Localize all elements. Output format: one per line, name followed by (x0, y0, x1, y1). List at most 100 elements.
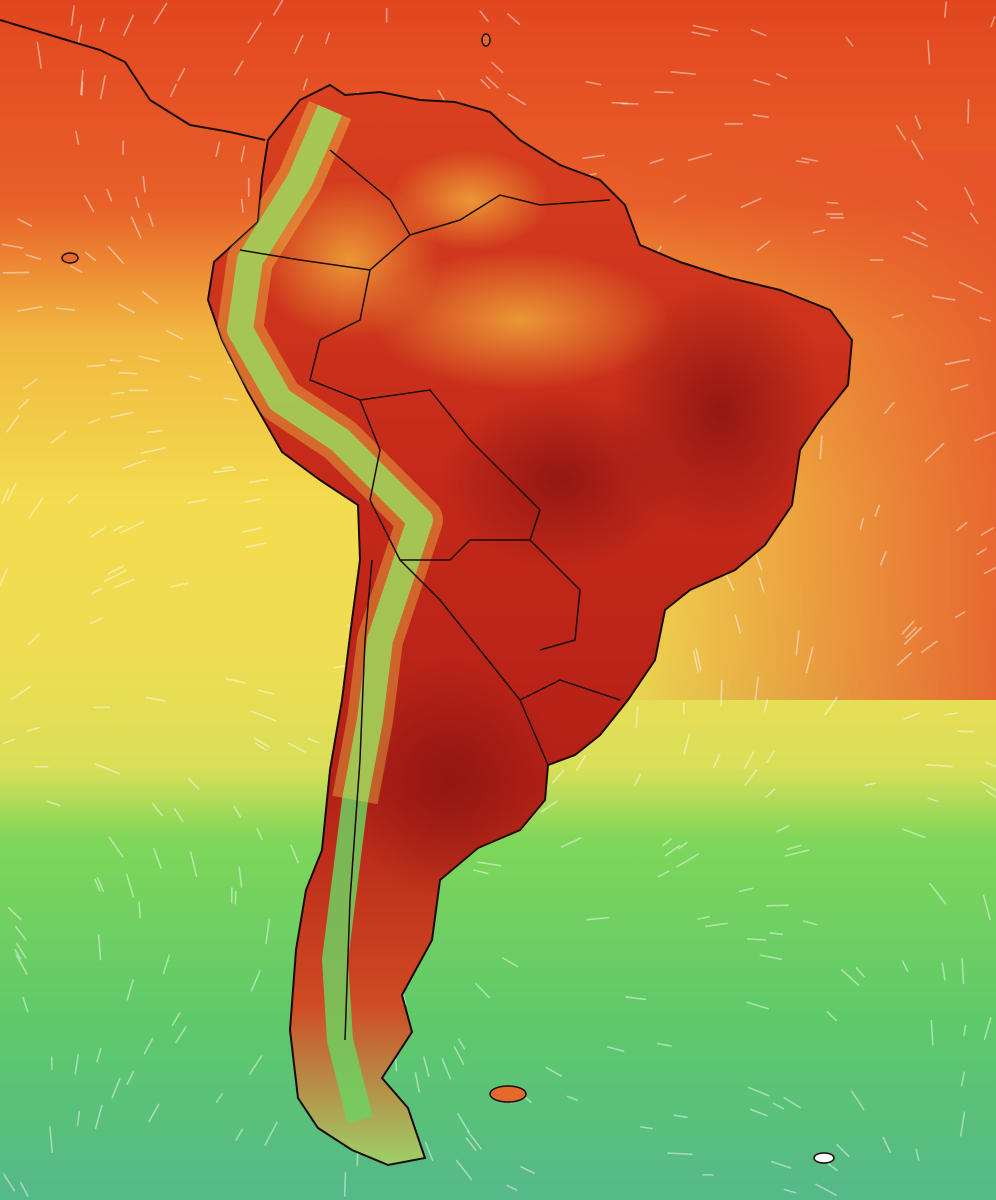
wind-streak (657, 870, 670, 878)
wind-streak (273, 0, 284, 16)
wind-streak (84, 251, 97, 262)
wind-streak (967, 98, 970, 124)
wind-streak (75, 130, 80, 145)
wind-streak (141, 290, 158, 304)
wind-streak (485, 76, 499, 89)
wind-streak (453, 1045, 465, 1065)
wind-streak (247, 22, 262, 44)
island (61, 252, 79, 264)
wind-streak (746, 938, 767, 941)
wind-streak (475, 983, 491, 999)
wind-streak (754, 676, 759, 701)
border (239, 149, 411, 271)
islands (61, 33, 835, 1164)
wind-streak (1, 488, 10, 504)
wind-streak (253, 737, 270, 748)
wind-streak (903, 712, 920, 720)
wind-streak (692, 650, 700, 673)
border (344, 559, 373, 1041)
wind-streak (117, 303, 135, 314)
wind-streak (985, 789, 996, 799)
wind-streak (465, 1137, 477, 1151)
wind-streak (901, 960, 909, 972)
wind-streak (140, 447, 166, 455)
wind-streak (784, 849, 810, 857)
wind-streak (55, 307, 76, 311)
wind-streak (14, 949, 22, 960)
wind-streak (775, 73, 788, 79)
wind-streak (112, 525, 124, 532)
wind-streak (662, 838, 672, 847)
wind-streak (901, 828, 926, 839)
wind-streak (290, 844, 299, 864)
wind-streak (473, 869, 489, 875)
wind-streak (758, 577, 765, 593)
wind-streak (145, 696, 166, 702)
wind-streak (250, 710, 277, 722)
wind-streak (754, 551, 763, 571)
wind-streak (119, 521, 144, 534)
wind-streak (673, 1114, 688, 1119)
warm-zone (390, 150, 550, 250)
wind-streak (135, 196, 140, 208)
hot-zone (440, 390, 680, 570)
wind-streak (89, 616, 104, 625)
wind-streak (957, 730, 974, 733)
wind-streak (915, 1148, 920, 1162)
wind-streak (850, 1090, 865, 1111)
wind-streak (189, 851, 198, 878)
wind-streak (772, 1102, 785, 1110)
wind-streak (824, 696, 838, 716)
wind-streak (107, 565, 125, 575)
wind-streak (506, 1184, 518, 1191)
wind-streak (855, 967, 865, 978)
wind-streak (960, 1071, 966, 1087)
wind-streak (88, 418, 101, 424)
wind-streak (914, 115, 922, 130)
wind-streak (819, 435, 823, 460)
wind-streak (748, 1086, 770, 1097)
wind-streak (961, 957, 965, 985)
wind-streak (138, 355, 161, 362)
wind-streak (738, 887, 754, 893)
andes (227, 104, 433, 1124)
wind-streak (896, 651, 912, 666)
wind-streak (123, 14, 134, 36)
wind-streak (147, 429, 163, 434)
wind-streak (891, 313, 904, 319)
wind-streak (743, 751, 755, 770)
wind-streak (213, 468, 236, 474)
wind-streak (882, 1136, 892, 1153)
wind-streak (109, 359, 123, 362)
warm-zone (260, 180, 440, 340)
wind-streak (50, 431, 67, 444)
wind-streak (175, 1026, 187, 1044)
wind-streak (170, 582, 189, 588)
wind-streak (224, 677, 246, 684)
wind-streak (687, 153, 713, 162)
wind-streak (10, 685, 32, 701)
wind-streak (744, 768, 758, 786)
wind-streak (106, 188, 113, 202)
wind-streak (248, 478, 269, 484)
wind-streak (958, 281, 983, 294)
wind-streak (654, 91, 674, 94)
wind-streak (99, 18, 105, 33)
wind-streak (110, 411, 134, 418)
wind-streak (932, 295, 956, 301)
wind-streak (990, 16, 996, 28)
wind-streak (713, 753, 721, 768)
wind-streak (153, 2, 168, 25)
wind-streak (649, 158, 664, 165)
wind-streak (786, 844, 802, 851)
wind-streak (17, 306, 43, 312)
wind-streak (126, 979, 134, 1001)
wind-streak (734, 614, 742, 634)
wind-streak (895, 125, 907, 141)
wind-streak (111, 1077, 121, 1099)
wind-streak (187, 498, 208, 504)
wind-streak (795, 160, 810, 164)
wind-streak (491, 61, 504, 74)
